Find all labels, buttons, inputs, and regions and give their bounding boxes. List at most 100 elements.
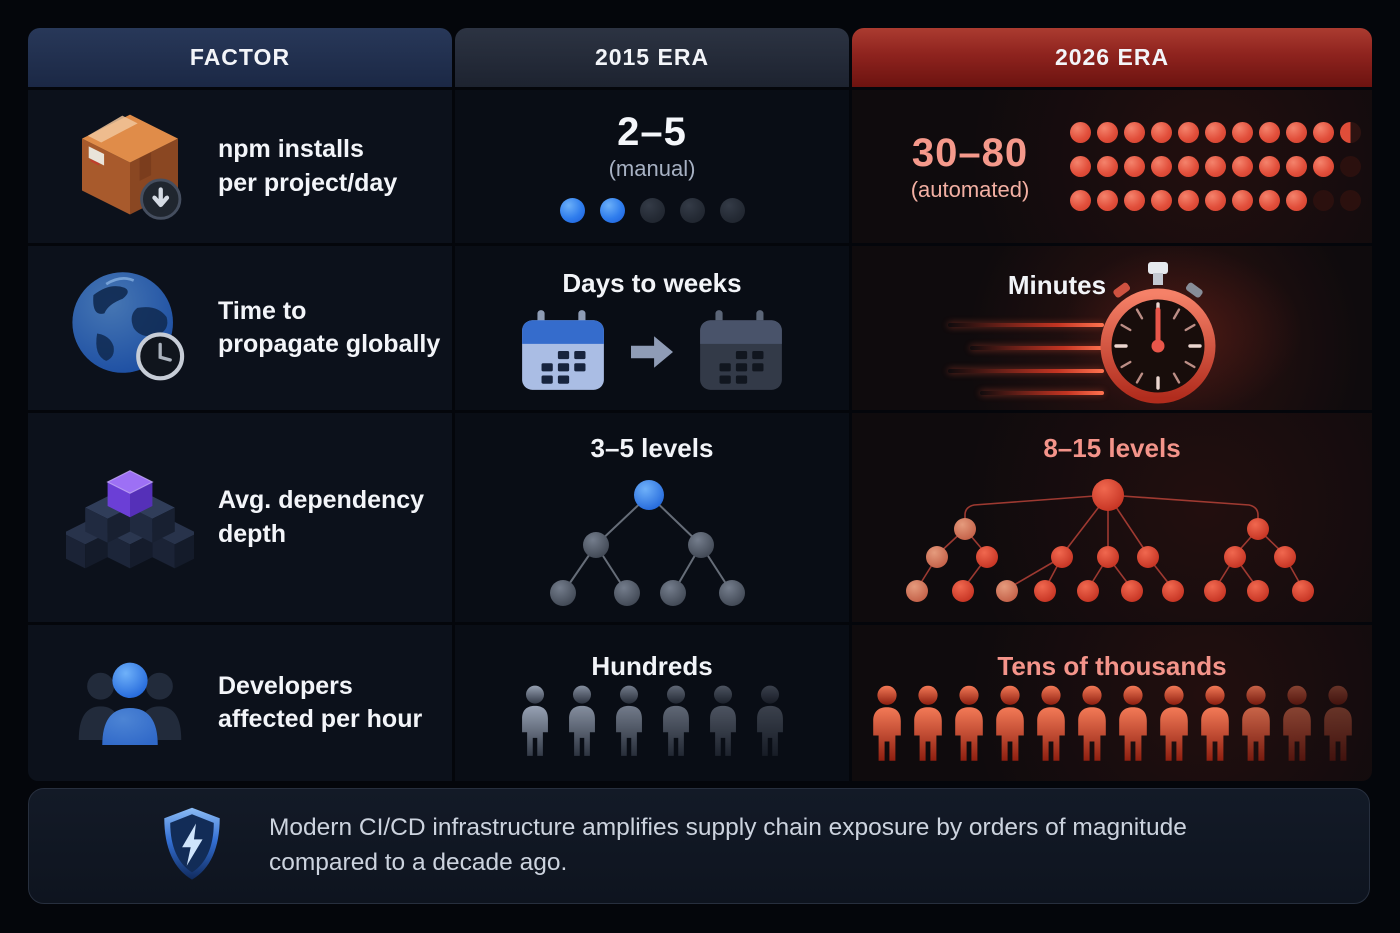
comparison-table: FACTOR 2015 ERA 2026 ERA npm instal [28, 28, 1372, 781]
arrow-right-icon [631, 335, 673, 374]
people-group-icon [66, 651, 194, 755]
dot-empty [679, 198, 705, 223]
row-npm-installs-2015: 2–5 (manual) [455, 90, 849, 243]
stopwatch-icon [1093, 260, 1223, 410]
installs-2015-dots [559, 198, 745, 223]
person-figure [659, 685, 693, 757]
factor-line1: Developers [218, 671, 353, 700]
person-figure [869, 685, 905, 762]
person-figure [1074, 685, 1110, 762]
person-figure [518, 685, 552, 757]
row-propagation-factor: Time to propagate globally [28, 246, 452, 410]
dot-bright [1124, 122, 1145, 143]
devs-2015-figures [455, 685, 849, 757]
person-figure [1033, 685, 1069, 762]
dependency-tree-2015 [550, 480, 745, 606]
dot-bright [1232, 122, 1253, 143]
dot-grid-row [1070, 156, 1361, 177]
package-box-icon [66, 107, 194, 227]
row-developers-factor: Developers affected per hour [28, 625, 452, 781]
dot-half [1340, 122, 1361, 143]
factor-line1: Avg. dependency [218, 486, 425, 514]
dot-bright [1151, 122, 1172, 143]
dot-filled [559, 198, 585, 223]
speed-line [948, 369, 1104, 373]
propagation-2026-value: Minutes [1007, 270, 1107, 300]
calendar-blue-icon [517, 308, 609, 401]
dependency-tree-2026 [906, 479, 1314, 602]
installs-2026-note: (automated) [910, 176, 1030, 202]
dot-bright [1286, 190, 1307, 211]
speed-line [980, 391, 1104, 395]
factor-line1: npm installs [218, 135, 364, 163]
header-2015-label: 2015 ERA [594, 44, 710, 70]
dot-bright [1259, 156, 1280, 177]
dot-bright [1178, 156, 1199, 177]
dependency-2015-value: 3–5 levels [590, 433, 714, 463]
footer-line2: compared to a decade ago. [269, 849, 568, 876]
dot-bright [1070, 190, 1091, 211]
header-2015-era: 2015 ERA [455, 28, 849, 87]
person-figure [612, 685, 646, 757]
person-figure [1279, 685, 1315, 762]
cube-stack-icon [66, 448, 194, 588]
devs-2026-figures [852, 685, 1372, 762]
developers-2026-value: Tens of thousands [997, 651, 1227, 681]
dot-bright [1070, 156, 1091, 177]
row-npm-installs-2026: 30–80 (automated) [852, 90, 1372, 243]
header-2026-era: 2026 ERA [852, 28, 1372, 87]
installs-2026-value: 30–80 [911, 130, 1029, 175]
person-figure [910, 685, 946, 762]
header-factor-label: FACTOR [189, 44, 291, 70]
row-dependency-depth-factor: Avg. dependency depth [28, 413, 452, 622]
dot-bright [1151, 156, 1172, 177]
dependency-2026-value: 8–15 levels [1043, 433, 1181, 463]
dot-bright [1097, 156, 1118, 177]
dot-bright [1151, 190, 1172, 211]
footer-callout: Modern CI/CD infrastructure amplifies su… [28, 788, 1370, 904]
installs-2015-note: (manual) [608, 156, 696, 181]
person-figure [565, 685, 599, 757]
factor-line2: per project/day [218, 168, 398, 197]
dot-bright [1205, 190, 1226, 211]
calendar-dark-icon [695, 308, 787, 401]
speed-line [970, 346, 1104, 350]
dot-bright [1286, 122, 1307, 143]
factor-label-npm-installs: npm installs per project/day [218, 133, 397, 200]
row-propagation-2026: Minutes [852, 246, 1372, 410]
installs-2026-dot-grid [1070, 122, 1361, 211]
row-dependency-2026: 8–15 levels [852, 413, 1372, 622]
dot-dim [1340, 190, 1361, 211]
dot-bright [1124, 156, 1145, 177]
row-developers-2026: Tens of thousands [852, 625, 1372, 781]
dot-bright [1178, 122, 1199, 143]
dot-bright [1205, 122, 1226, 143]
dot-bright [1232, 190, 1253, 211]
person-figure [706, 685, 740, 757]
factor-label-developers: Developers affected per hour [218, 670, 422, 737]
dot-bright [1205, 156, 1226, 177]
dot-dim [1340, 156, 1361, 177]
speed-line [948, 323, 1104, 327]
person-figure [1320, 685, 1356, 762]
dot-grid-row [1070, 190, 1361, 211]
developers-2015-value: Hundreds [591, 651, 713, 681]
person-figure [1115, 685, 1151, 762]
installs-2015-value: 2–5 [617, 110, 687, 154]
propagation-2015-value: Days to weeks [562, 268, 742, 298]
header-2026-label: 2026 ERA [1054, 44, 1170, 70]
person-figure [753, 685, 787, 757]
person-figure [992, 685, 1028, 762]
dot-bright [1124, 190, 1145, 211]
dot-bright [1313, 156, 1334, 177]
person-figure [951, 685, 987, 762]
dot-bright [1232, 156, 1253, 177]
factor-line2: affected per hour [218, 705, 423, 733]
factor-label-propagation: Time to propagate globally [218, 295, 440, 362]
footer-line1: Modern CI/CD infrastructure amplifies su… [269, 814, 1187, 842]
dot-bright [1259, 190, 1280, 211]
row-propagation-2015: Days to weeks [455, 246, 849, 410]
factor-label-dependency-depth: Avg. dependency depth [218, 484, 424, 551]
dot-bright [1313, 122, 1334, 143]
footer-text: Modern CI/CD infrastructure amplifies su… [269, 811, 1187, 881]
